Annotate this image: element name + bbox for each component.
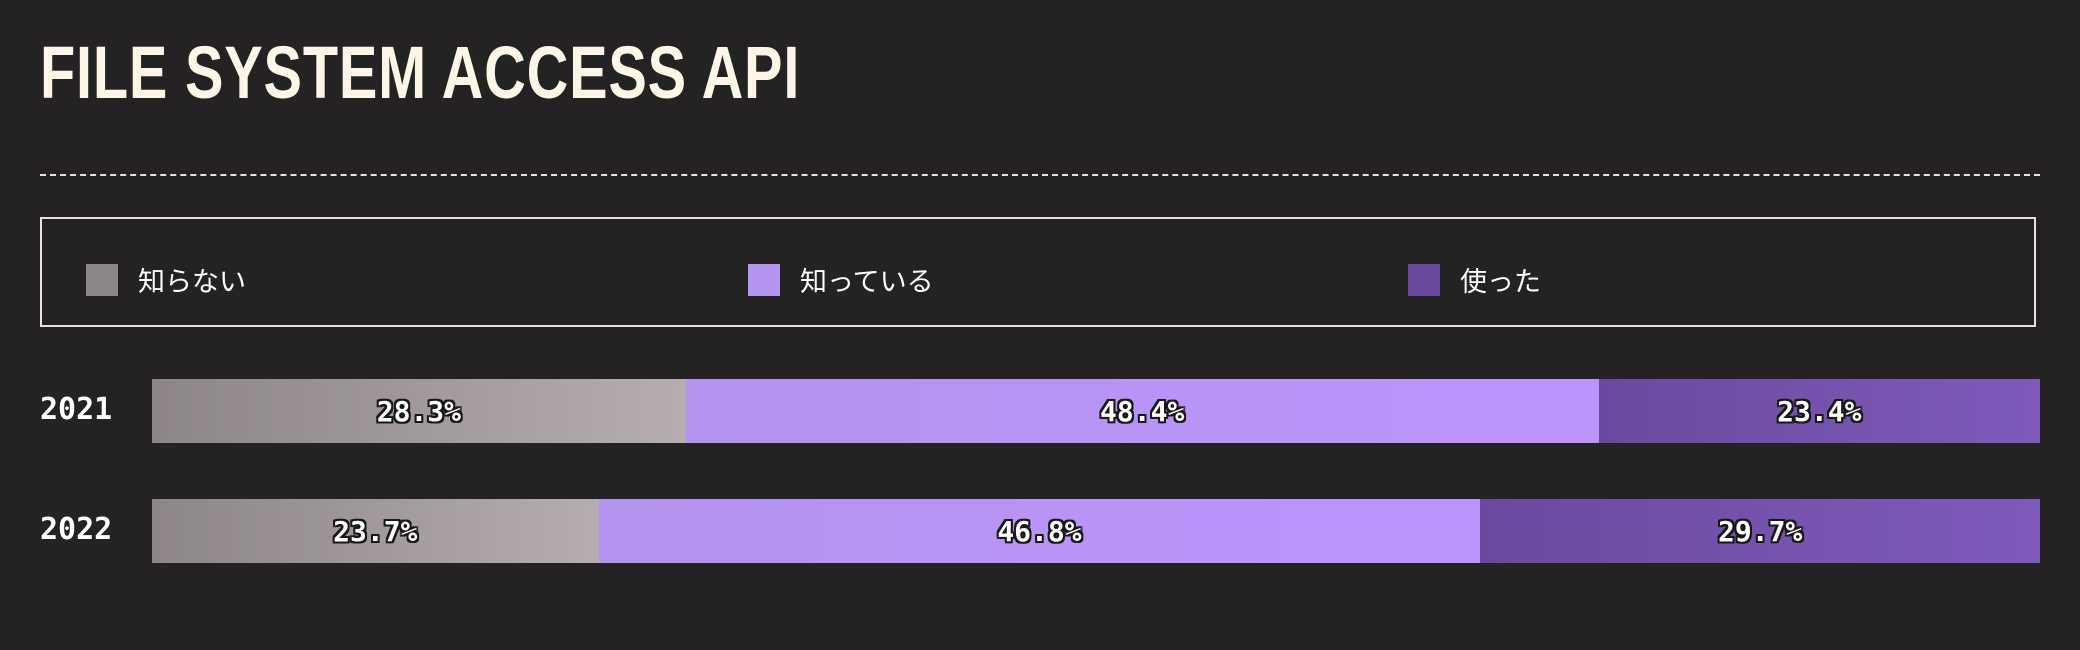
legend-item-unknown[interactable]: 知らない [86,260,246,299]
row-label-2022: 2022 [40,512,113,547]
legend-swatch-known [748,263,780,296]
legend-label-used: 使った [1460,267,1541,298]
legend-label-known: 知っている [800,267,934,298]
legend-swatch-used [1408,263,1440,296]
bar-2022-unknown[interactable]: 23.7% [152,499,599,563]
legend: 知らない 知っている 使った [40,217,2036,327]
bar-2021-unknown[interactable]: 28.3% [152,379,686,443]
data-label-2022-used: 29.7% [1718,514,1803,548]
chart-title: FILE SYSTEM ACCESS API [40,31,801,114]
bar-row-2022: 23.7% 46.8% 29.7% [152,499,2040,563]
data-label-2021-unknown: 28.3% [376,394,462,428]
row-label-2021: 2021 [40,392,113,427]
data-label-2021-known: 48.4% [1100,394,1185,428]
data-label-2022-unknown: 23.7% [333,514,418,548]
data-label-2022-known: 46.8% [997,514,1082,548]
bar-row-2021: 28.3% 48.4% 23.4% [152,379,2040,443]
bar-2021-used[interactable]: 23.4% [1598,379,2040,443]
bar-2022-known[interactable]: 46.8% [598,499,1481,563]
legend-item-used[interactable]: 使った [1408,260,1541,299]
legend-label-unknown: 知らない [138,267,246,298]
legend-swatch-unknown [86,263,118,296]
title-divider [40,174,2040,176]
bar-2021-known[interactable]: 48.4% [685,379,1599,443]
bar-2022-used[interactable]: 29.7% [1480,499,2040,563]
data-label-2021-used: 23.4% [1777,394,1862,428]
legend-item-known[interactable]: 知っている [748,260,934,299]
